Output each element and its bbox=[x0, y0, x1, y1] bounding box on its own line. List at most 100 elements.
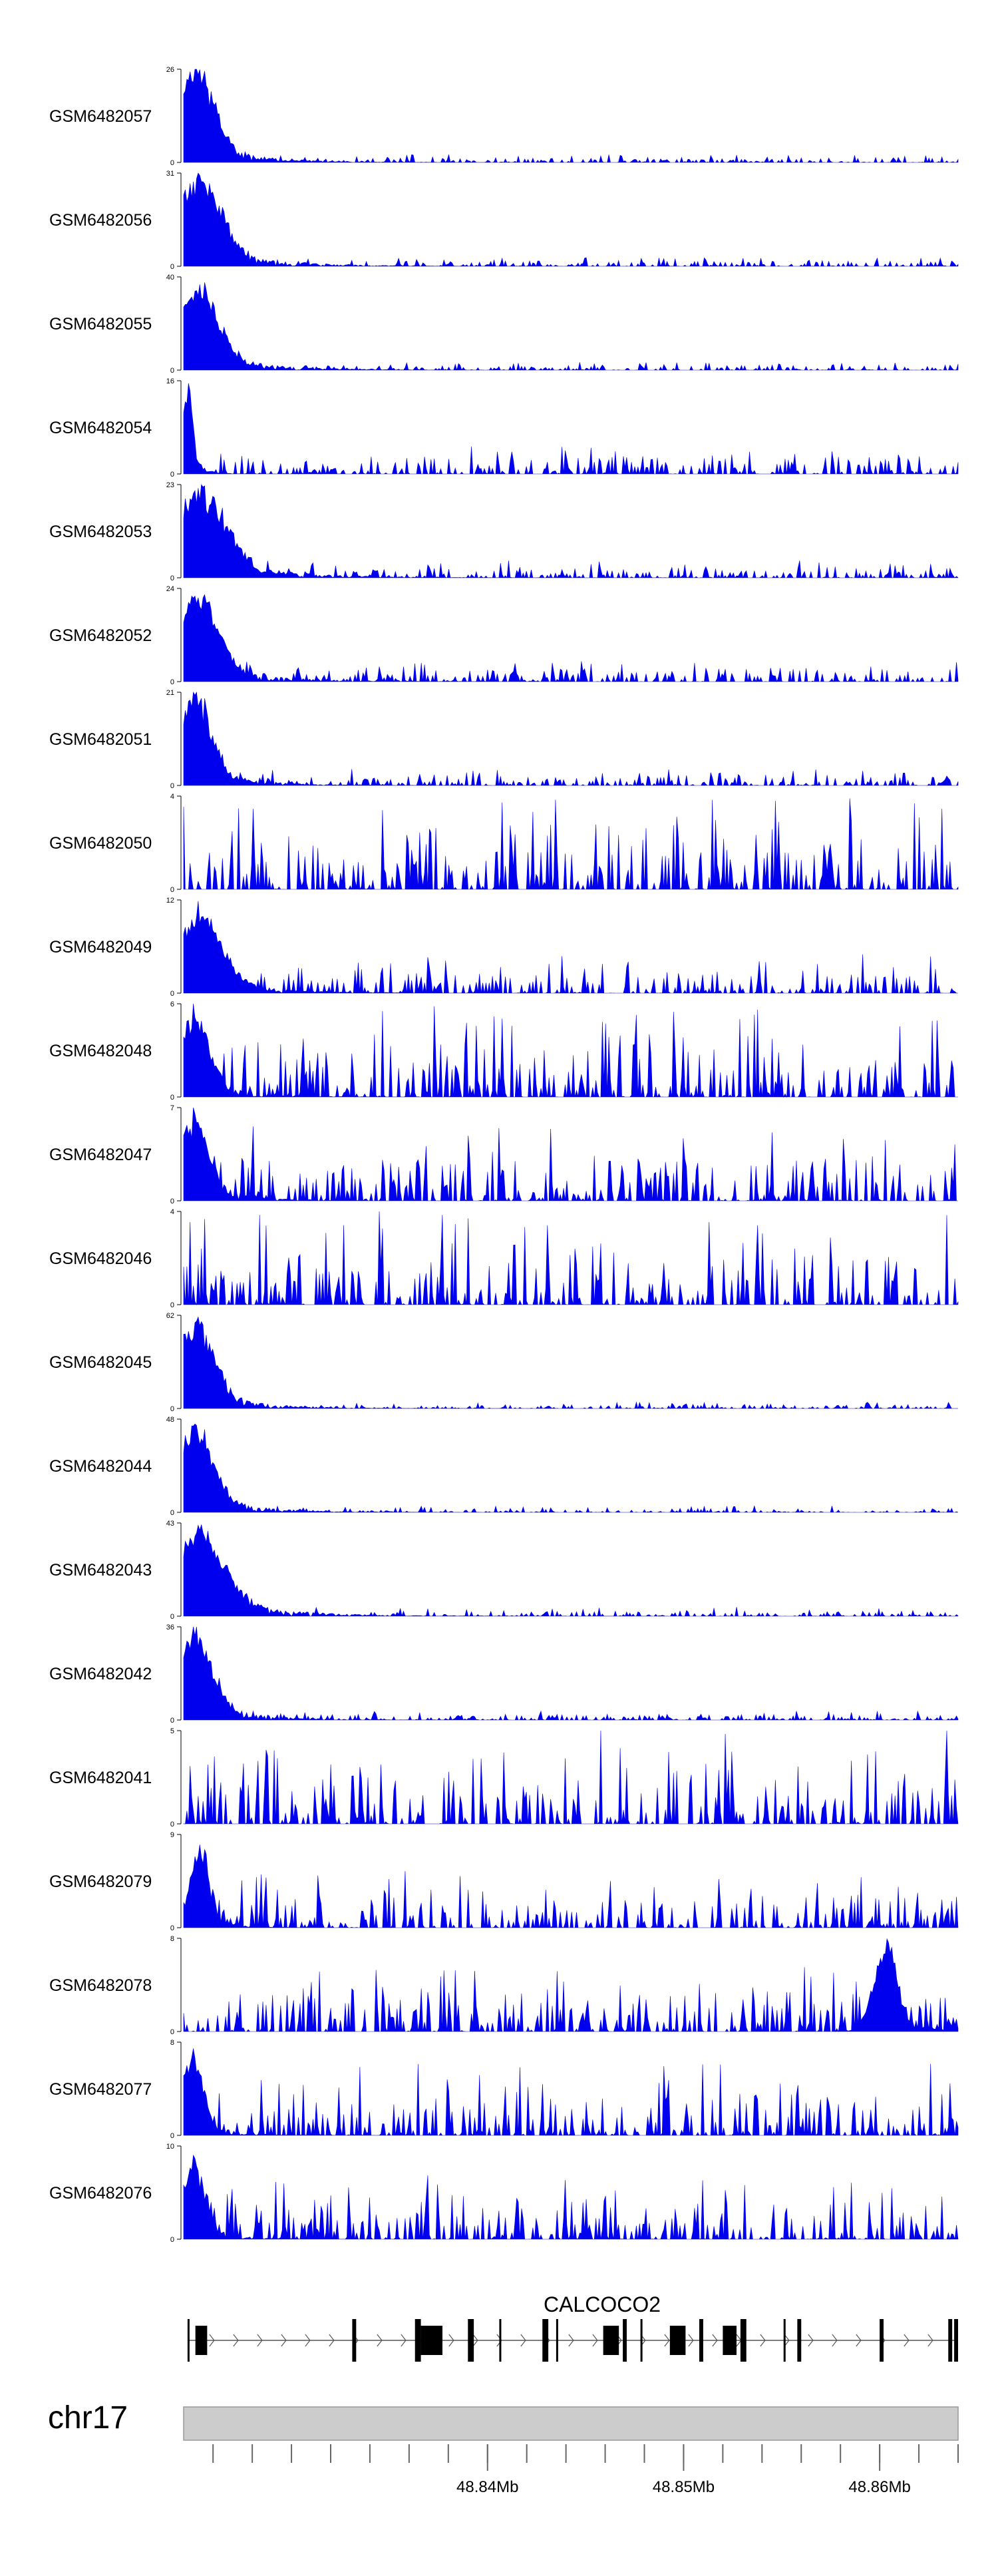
y-max-label: 6 bbox=[170, 1000, 174, 1008]
y-min-label: 0 bbox=[170, 1094, 174, 1102]
track-GSM6482055: GSM6482055 40 0 bbox=[49, 274, 959, 375]
strand-arrow bbox=[281, 2334, 287, 2347]
y-max-label: 4 bbox=[170, 793, 174, 801]
y-max-label: 26 bbox=[166, 66, 174, 74]
strand-arrow bbox=[904, 2334, 910, 2347]
gene-exon bbox=[468, 2319, 474, 2362]
gene-exon bbox=[623, 2319, 627, 2362]
track-label: GSM6482055 bbox=[49, 315, 152, 333]
strand-arrow bbox=[568, 2334, 574, 2347]
strand-arrow bbox=[592, 2334, 598, 2347]
strand-arrow bbox=[688, 2334, 694, 2347]
strand-arrow bbox=[760, 2334, 766, 2347]
track-label: GSM6482051 bbox=[49, 730, 152, 749]
track-GSM6482046: GSM6482046 4 0 bbox=[49, 1208, 959, 1309]
coverage-area bbox=[183, 1211, 959, 1306]
gene-exon bbox=[783, 2319, 786, 2362]
track-GSM6482049: GSM6482049 12 0 bbox=[49, 897, 958, 998]
y-max-label: 24 bbox=[166, 585, 174, 593]
coverage-area bbox=[183, 484, 959, 579]
strand-arrow bbox=[401, 2334, 407, 2347]
coverage-area bbox=[183, 172, 959, 268]
coverage-area bbox=[183, 1938, 959, 2033]
gene-exon bbox=[352, 2319, 357, 2362]
y-min-label: 0 bbox=[170, 1717, 174, 1725]
coverage-area bbox=[183, 1626, 959, 1721]
y-max-label: 23 bbox=[166, 481, 174, 489]
gene-exon bbox=[556, 2319, 558, 2362]
gene-annotation-track: CALCOCO2 bbox=[187, 2292, 958, 2362]
gene-exon bbox=[499, 2319, 502, 2362]
strand-arrow bbox=[664, 2334, 670, 2347]
strand-arrow bbox=[712, 2334, 718, 2347]
strand-arrow bbox=[257, 2334, 263, 2347]
y-min-label: 0 bbox=[170, 263, 174, 271]
y-min-label: 0 bbox=[170, 1405, 174, 1413]
gene-exon bbox=[195, 2326, 208, 2355]
coverage-area bbox=[183, 2154, 959, 2241]
track-GSM6482044: GSM6482044 48 0 bbox=[49, 1416, 959, 1517]
axis-tick-label: 48.84Mb bbox=[456, 2478, 518, 2496]
coverage-area bbox=[183, 692, 959, 787]
track-label: GSM6482052 bbox=[49, 626, 152, 645]
coverage-area bbox=[183, 1844, 959, 1929]
track-label: GSM6482044 bbox=[49, 1457, 152, 1476]
coverage-tracks: GSM6482057260GSM6482056310GSM6482055400G… bbox=[49, 66, 959, 2244]
gene-exon bbox=[880, 2319, 884, 2362]
gene-exon bbox=[723, 2326, 737, 2355]
track-label: GSM6482050 bbox=[49, 834, 152, 853]
gene-exon bbox=[187, 2319, 190, 2362]
coverage-area bbox=[183, 2048, 959, 2137]
gene-exon bbox=[740, 2319, 747, 2362]
track-GSM6482076: GSM6482076 10 0 bbox=[49, 2143, 959, 2244]
track-GSM6482078: GSM6482078 8 0 bbox=[49, 1935, 959, 2036]
coverage-area bbox=[183, 383, 959, 475]
track-GSM6482051: GSM6482051 21 0 bbox=[49, 689, 959, 790]
y-max-label: 16 bbox=[166, 377, 174, 385]
gene-exon bbox=[954, 2319, 958, 2362]
track-GSM6482054: GSM6482054 16 0 bbox=[49, 377, 959, 479]
track-label: GSM6482042 bbox=[49, 1665, 152, 1683]
track-label: GSM6482041 bbox=[49, 1769, 152, 1787]
track-label: GSM6482077 bbox=[49, 2080, 152, 2099]
track-label: GSM6482049 bbox=[49, 938, 152, 957]
strand-arrow bbox=[520, 2334, 526, 2347]
gene-exon bbox=[420, 2326, 442, 2355]
track-label: GSM6482078 bbox=[49, 1976, 152, 1995]
coverage-area bbox=[183, 69, 959, 163]
y-min-label: 0 bbox=[170, 1301, 174, 1309]
track-GSM6482057: GSM6482057 26 0 bbox=[49, 66, 959, 167]
track-label: GSM6482048 bbox=[49, 1042, 152, 1060]
track-label: GSM6482057 bbox=[49, 107, 152, 126]
y-max-label: 8 bbox=[170, 1935, 174, 1943]
y-min-label: 0 bbox=[170, 2132, 174, 2140]
gene-exon bbox=[948, 2319, 953, 2362]
strand-arrow bbox=[472, 2334, 478, 2347]
gene-exon bbox=[542, 2319, 549, 2362]
y-max-label: 21 bbox=[166, 689, 174, 697]
y-max-label: 43 bbox=[166, 1520, 174, 1528]
y-max-label: 48 bbox=[166, 1416, 174, 1424]
strand-arrow bbox=[784, 2334, 790, 2347]
track-GSM6482079: GSM6482079 9 0 bbox=[49, 1831, 959, 1932]
y-max-label: 12 bbox=[166, 897, 174, 905]
y-min-label: 0 bbox=[170, 2028, 174, 2036]
y-min-label: 0 bbox=[170, 2236, 174, 2244]
y-min-label: 0 bbox=[170, 367, 174, 375]
gene-name-label: CALCOCO2 bbox=[544, 2292, 661, 2316]
track-label: GSM6482047 bbox=[49, 1146, 152, 1164]
coverage-area bbox=[183, 594, 959, 683]
axis-tick-label: 48.85Mb bbox=[653, 2478, 715, 2496]
y-max-label: 10 bbox=[166, 2143, 174, 2151]
coverage-area bbox=[183, 798, 959, 891]
y-min-label: 0 bbox=[170, 990, 174, 998]
gene-exon bbox=[669, 2326, 686, 2355]
strand-arrow bbox=[377, 2334, 383, 2347]
y-min-label: 0 bbox=[170, 1924, 174, 1932]
strand-arrow bbox=[927, 2334, 933, 2347]
strand-arrow bbox=[832, 2334, 838, 2347]
coverage-area bbox=[183, 1423, 959, 1513]
track-GSM6482077: GSM6482077 8 0 bbox=[49, 2039, 959, 2140]
strand-arrow bbox=[808, 2334, 814, 2347]
track-GSM6482047: GSM6482047 7 0 bbox=[49, 1104, 958, 1205]
